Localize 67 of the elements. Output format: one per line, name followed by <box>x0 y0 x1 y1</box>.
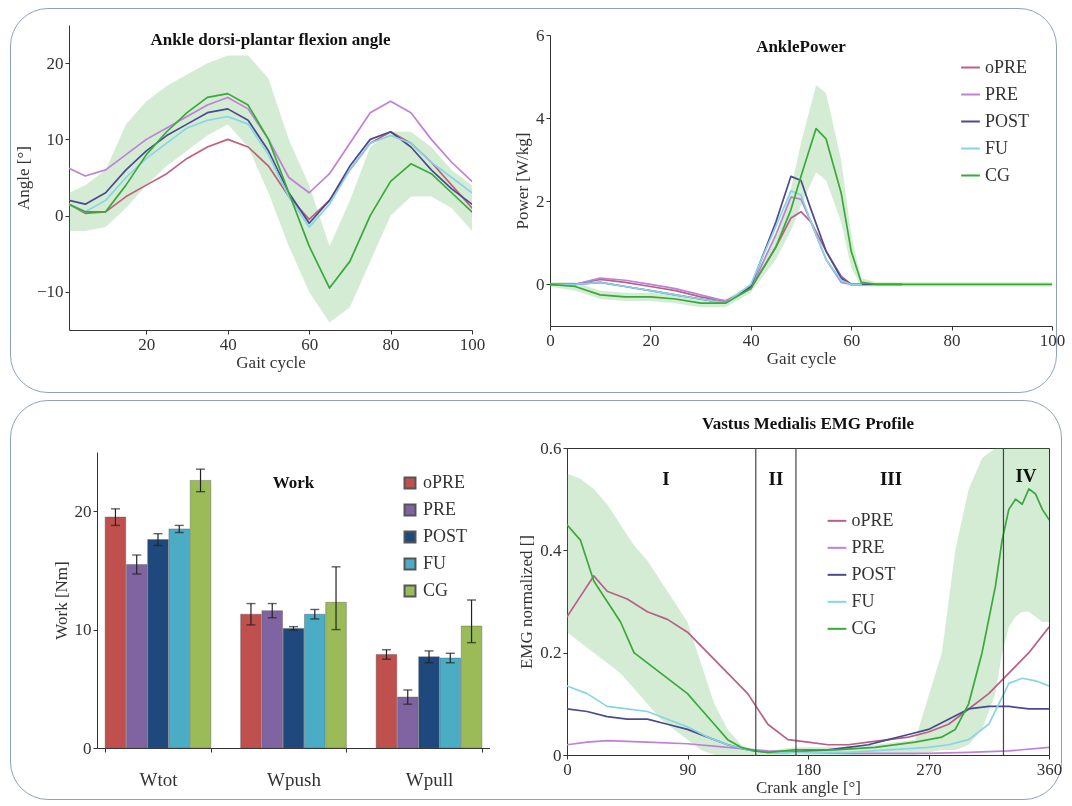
y-tick-label: 0.6 <box>540 438 562 458</box>
y-axis-title: EMG normalized [] <box>517 534 537 670</box>
annotation: II <box>768 468 784 489</box>
x-tick-label: 100 <box>1039 330 1066 350</box>
legend-label: POST <box>985 110 1030 131</box>
chart-title: Ankle dorsi-plantar flexion angle <box>150 30 391 49</box>
chart-title: AnklePower <box>756 37 847 56</box>
x-axis-title: Gait cycle <box>766 348 837 368</box>
y-tick-label: 0 <box>553 745 562 765</box>
text: Work <box>272 473 315 492</box>
x-tick-label: 270 <box>916 759 942 779</box>
x-tick-label: Wtot <box>139 768 179 790</box>
y-tick-label: 0 <box>536 274 545 294</box>
x-tick-label: 60 <box>843 330 861 350</box>
legend-label: FU <box>423 553 447 573</box>
y-tick-label: 0.2 <box>540 643 562 663</box>
legend-label: oPRE <box>423 472 466 492</box>
x-tick-label: 90 <box>679 759 697 779</box>
x-tick-label: Wpush <box>267 768 322 790</box>
legend-label: PRE <box>985 83 1019 104</box>
line-series <box>550 127 1052 304</box>
x-tick-label: 80 <box>382 334 400 354</box>
line-series <box>567 739 1049 755</box>
y-tick-label: −10 <box>36 282 64 302</box>
y-tick-label: 6 <box>536 25 545 45</box>
x-tick-label: 40 <box>219 334 237 354</box>
legend-label: POST <box>851 563 896 584</box>
line-series <box>69 96 472 194</box>
x-tick-label: 20 <box>642 330 660 350</box>
x-tick-label: 360 <box>1036 759 1063 779</box>
annotation: III <box>879 468 903 489</box>
x-tick-label: 80 <box>943 330 961 350</box>
line-series <box>69 92 472 289</box>
y-tick-label: 20 <box>46 53 64 73</box>
y-tick-label: 10 <box>74 620 92 640</box>
y-tick-label: 2 <box>536 191 545 211</box>
y-tick-label: 0 <box>83 738 92 758</box>
line-series <box>567 677 1049 754</box>
y-tick-label: 0 <box>55 206 64 226</box>
legend-label: POST <box>423 526 468 546</box>
chart-title: Vastus Medialis EMG Profile <box>701 414 915 433</box>
x-axis-title: Gait cycle <box>236 352 306 372</box>
x-tick-label: 40 <box>742 330 760 350</box>
x-tick-label: Wpull <box>405 768 454 790</box>
legend-label: oPRE <box>851 509 894 530</box>
x-tick-label: 100 <box>459 334 486 354</box>
legend-label: PRE <box>423 499 457 519</box>
legend-label: CG <box>423 580 449 600</box>
x-tick-label: 60 <box>301 334 319 354</box>
y-tick-label: 20 <box>74 501 92 521</box>
y-axis-title: Power [W/kg] <box>513 132 532 230</box>
y-tick-label: 4 <box>536 108 545 128</box>
y-tick-label: 10 <box>46 129 64 149</box>
x-tick-label: 20 <box>138 334 156 354</box>
legend-label: CG <box>985 164 1011 185</box>
annotation: IV <box>1015 465 1037 486</box>
x-axis-title: Crank angle [°] <box>756 777 861 797</box>
legend-label: FU <box>985 137 1009 158</box>
y-axis-title: Work [Nm] <box>51 561 71 640</box>
legend-label: PRE <box>851 536 885 557</box>
y-axis-title: Angle [°] <box>13 146 33 210</box>
legend-label: CG <box>851 617 877 638</box>
legend-label: FU <box>851 590 875 611</box>
x-tick-label: 180 <box>795 759 822 779</box>
annotation: I <box>662 468 670 489</box>
legend-label: oPRE <box>985 56 1028 77</box>
y-tick-label: 0.4 <box>540 540 562 560</box>
